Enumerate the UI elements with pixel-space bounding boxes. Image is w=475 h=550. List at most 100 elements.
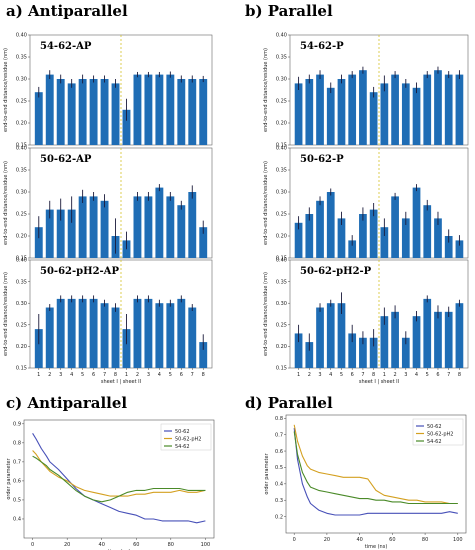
y-axis-label: end-to-end distance/residue (nm) [3, 161, 9, 245]
y-tick-label: 0.25 [16, 212, 27, 218]
bar [45, 74, 54, 145]
y-tick-label: 0.15 [276, 256, 287, 262]
y-tick-label: 0.40 [276, 33, 287, 39]
y-tick-label: 0.6 [275, 449, 283, 455]
bar [122, 109, 131, 145]
x-tick-label: 1 [37, 372, 40, 378]
panel-title: 54-62-AP [40, 41, 92, 52]
y-tick-label: 0.35 [16, 279, 27, 285]
bar [455, 240, 464, 258]
x-tick-label: 60 [133, 542, 139, 548]
panel-title: 54-62-P [300, 41, 344, 52]
bar [56, 209, 65, 258]
y-tick-label: 0.20 [16, 234, 27, 240]
x-tick-label: 20 [324, 537, 330, 543]
bar-chart-50-62-AP: 0.15 0.20 0.25 0.30 0.35 0.40 end-to-end dista… [3, 146, 213, 262]
y-tick-label: 0.8 [275, 416, 283, 422]
bar [337, 79, 346, 145]
y-tick-label: 0.15 [276, 143, 287, 149]
bar [369, 209, 378, 258]
x-tick-label: 5 [81, 372, 84, 378]
bar [177, 79, 186, 145]
bar [359, 337, 367, 368]
section-c-label: c) Antiparallel [6, 394, 127, 412]
y-tick-label: 0.15 [16, 256, 27, 262]
series-line-50-62 [32, 433, 206, 524]
x-tick-label: 8 [458, 372, 461, 378]
bar [144, 298, 153, 368]
bar [78, 298, 87, 368]
legend-label: 54-62 [175, 444, 190, 450]
x-axis-label: sheet I | sheet II [101, 379, 141, 385]
y-tick-label: 0.20 [276, 344, 287, 350]
y-tick-label: 0.20 [276, 121, 287, 127]
panel-title: 50-62-pH2-P [300, 266, 372, 277]
bar [34, 227, 43, 258]
y-axis-label: end-to-end distance/residue (nm) [3, 272, 9, 356]
y-tick-label: 0.3 [275, 498, 283, 504]
bar [337, 218, 346, 258]
y-tick-label: 0.25 [276, 99, 287, 105]
bar [166, 74, 175, 145]
series-line-50-62-pH2 [293, 424, 458, 505]
y-tick-label: 0.15 [276, 366, 287, 372]
x-tick-label: 20 [64, 542, 70, 548]
bar [380, 316, 389, 368]
bar [326, 192, 335, 258]
bar [359, 214, 367, 258]
section-b-label: b) Parallel [245, 2, 333, 20]
panel-title: 50-62-P [300, 154, 344, 165]
bar [56, 298, 65, 368]
series-line-54-62 [32, 455, 206, 503]
bar [199, 342, 208, 368]
bar [434, 311, 442, 368]
bar [166, 303, 175, 368]
bar [67, 298, 76, 368]
y-tick-label: 0.35 [16, 168, 27, 174]
y-tick-label: 0.30 [16, 190, 27, 196]
x-tick-label: 4 [70, 372, 73, 378]
bar [412, 187, 421, 258]
y-tick-label: 0.40 [276, 146, 287, 152]
bar-chart-54-62-P: 0.15 0.20 0.25 0.30 0.35 0.40 end-to-end dista… [263, 33, 469, 149]
bar [391, 196, 399, 258]
y-axis-label: order parameter [6, 457, 12, 499]
series-line-50-62-pH2 [32, 450, 206, 497]
bar-chart-50-62-pH2-P: 0.15 0.20 0.25 0.30 0.35 0.40 end-to-end dista… [263, 258, 469, 385]
bar [434, 218, 442, 258]
y-tick-label: 0.20 [16, 344, 27, 350]
y-tick-label: 0.30 [276, 77, 287, 83]
bar [316, 74, 324, 145]
bar-chart-50-62-P: 0.15 0.20 0.25 0.30 0.35 0.40 end-to-end dista… [263, 146, 469, 262]
series-line-54-62 [293, 431, 458, 505]
bar [100, 79, 109, 145]
y-tick-label: 0.2 [275, 514, 283, 520]
x-tick-label: 2 [136, 372, 139, 378]
y-tick-label: 0.30 [16, 301, 27, 307]
section-d-label: d) Parallel [245, 394, 333, 412]
y-tick-label: 0.8 [13, 441, 21, 447]
y-tick-label: 0.40 [16, 146, 27, 152]
bar [348, 74, 357, 145]
bar [133, 74, 142, 145]
bar [380, 227, 389, 258]
x-tick-label: 8 [372, 372, 375, 378]
bar [326, 87, 335, 145]
bar [434, 70, 442, 145]
x-tick-label: 100 [453, 537, 463, 543]
bar [34, 92, 43, 145]
y-tick-label: 0.25 [16, 99, 27, 105]
bar [348, 333, 357, 368]
bar [423, 205, 432, 258]
x-tick-label: 7 [447, 372, 450, 378]
y-axis-label: end-to-end distance/residue (nm) [263, 161, 269, 245]
bar [359, 70, 367, 145]
bar [67, 209, 76, 258]
bar [199, 227, 208, 258]
y-tick-label: 0.4 [13, 517, 21, 523]
x-tick-label: 5 [340, 372, 343, 378]
bar [144, 74, 153, 145]
bar [348, 240, 357, 258]
bar [305, 342, 314, 368]
